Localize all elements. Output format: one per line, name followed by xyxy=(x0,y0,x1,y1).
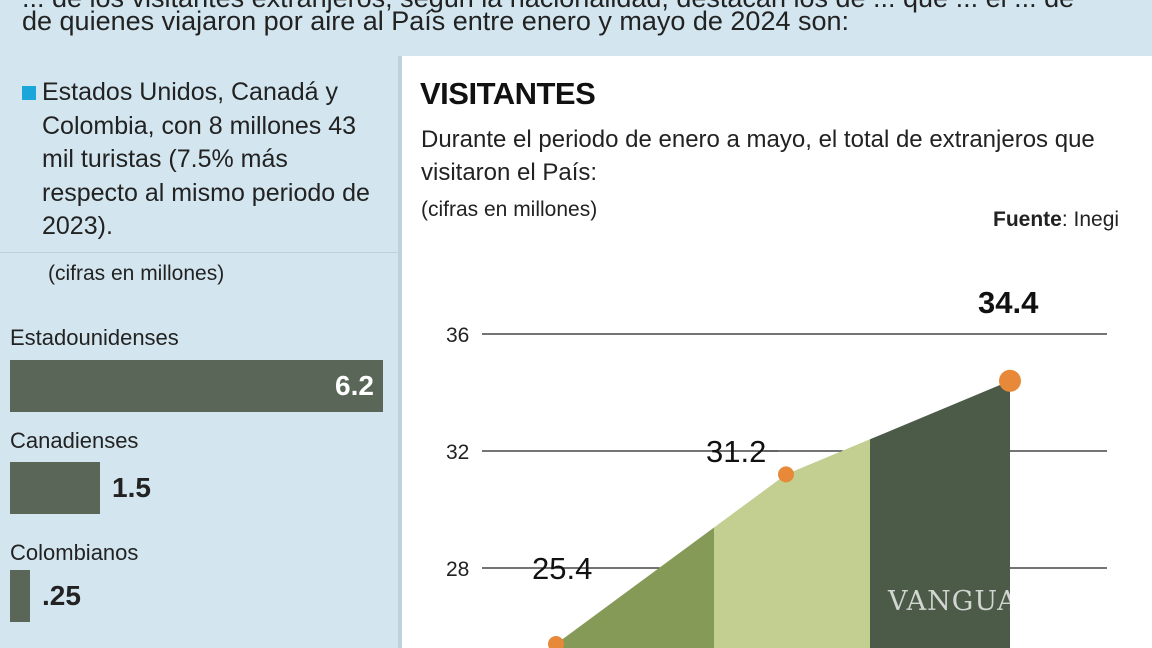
bar-category-label: Canadienses xyxy=(10,428,139,453)
area-chart-units: (cifras en millones) xyxy=(421,198,598,221)
chart-subtitle: Durante el periodo de enero a mayo, el t… xyxy=(421,126,1095,186)
bar xyxy=(10,462,100,514)
watermark-suffix: MX xyxy=(1093,590,1129,615)
data-point-marker xyxy=(999,369,1021,392)
bullet-icon xyxy=(22,86,36,100)
watermark-brand: VANGUARDIA xyxy=(888,586,1094,617)
panel-divider xyxy=(398,56,402,648)
vanguardia-watermark: VANGUARDIAMX xyxy=(888,586,1129,617)
bar-value-label: 1.5 xyxy=(112,472,151,503)
bar-category-label: Estadounidenses xyxy=(10,325,179,350)
bar-category-label: Colombianos xyxy=(10,540,139,565)
y-tick-label: 36 xyxy=(446,324,469,347)
source-value: : Inegi xyxy=(1061,208,1120,231)
source-note: Fuente: Inegi xyxy=(993,208,1119,232)
data-point-marker xyxy=(548,636,564,648)
bar-value-label: 6.2 xyxy=(335,370,374,401)
area-band xyxy=(556,527,714,648)
data-point-marker xyxy=(778,466,794,483)
left-panel xyxy=(0,56,398,648)
data-point-label: 34.4 xyxy=(978,285,1039,320)
bar xyxy=(10,570,30,622)
bar-chart-units: (cifras en millones) xyxy=(48,262,225,285)
data-point-label: 31.2 xyxy=(706,434,766,469)
top-banner: ... de los visitantes extranjeros, según… xyxy=(0,0,1152,56)
y-tick-label: 28 xyxy=(446,558,469,581)
y-tick-label: 32 xyxy=(446,441,469,464)
intro-text-line2: de quienes viajaron por aire al País ent… xyxy=(22,6,850,36)
bar xyxy=(10,360,383,412)
tourist-summary: Estados Unidos, Canadá y Colombia, con 8… xyxy=(42,78,370,240)
data-point-label: 25.4 xyxy=(532,551,592,586)
chart-title: VISITANTES xyxy=(420,76,596,111)
bar-value-label: .25 xyxy=(42,580,81,611)
source-label: Fuente xyxy=(993,208,1062,231)
section-divider xyxy=(0,252,398,253)
intro-text-line1: ... de los visitantes extranjeros, según… xyxy=(22,0,1074,14)
area-band xyxy=(714,439,870,648)
